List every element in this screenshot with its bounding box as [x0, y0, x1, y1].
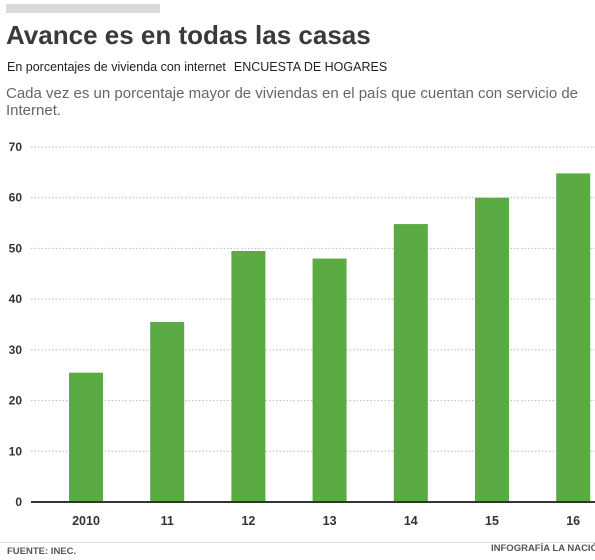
footer: FUENTE: INEC. INFOGRAFÍA LA NACIÓN	[0, 542, 595, 560]
y-tick-label: 0	[15, 495, 22, 509]
footer-divider	[0, 542, 595, 543]
chart-description: Cada vez es un porcentaje mayor de vivie…	[6, 85, 579, 119]
x-tick-label: 11	[161, 514, 174, 528]
source-note: FUENTE: INEC.	[7, 546, 77, 557]
bar	[150, 321, 185, 502]
x-tick-label: 14	[404, 514, 418, 528]
y-tick-label: 10	[9, 444, 23, 458]
x-tick-label: 13	[323, 514, 337, 528]
bar	[393, 224, 428, 502]
bar	[69, 372, 103, 502]
y-tick-label: 60	[9, 191, 23, 205]
x-tick-label: 16	[566, 514, 580, 528]
bar	[231, 250, 266, 502]
y-tick-label: 30	[9, 343, 23, 357]
subtitle-text: En porcentajes de vivienda con internet	[7, 60, 226, 74]
y-tick-label: 70	[9, 140, 23, 154]
chart-title: Avance es en todas las casas	[6, 20, 371, 50]
bar	[312, 258, 347, 502]
top-decorative-bar	[6, 4, 160, 13]
subtitle-tag: ENCUESTA DE HOGARES	[233, 60, 388, 74]
credit-note: INFOGRAFÍA LA NACIÓN	[491, 543, 595, 554]
y-tick-label: 20	[9, 394, 23, 408]
x-tick-label: 12	[241, 514, 255, 528]
x-tick-label: 15	[485, 514, 499, 528]
bar-chart: 0 10 20 30 40 50 60 70 2010 11 12 13 14 15 16	[9, 140, 595, 528]
bar	[556, 173, 591, 502]
y-tick-label: 50	[9, 241, 23, 255]
x-tick-label: 2010	[72, 514, 100, 528]
y-tick-label: 40	[9, 292, 23, 306]
chart-subtitle: En porcentajes de vivienda con internet E…	[7, 60, 387, 74]
bar	[475, 197, 509, 502]
